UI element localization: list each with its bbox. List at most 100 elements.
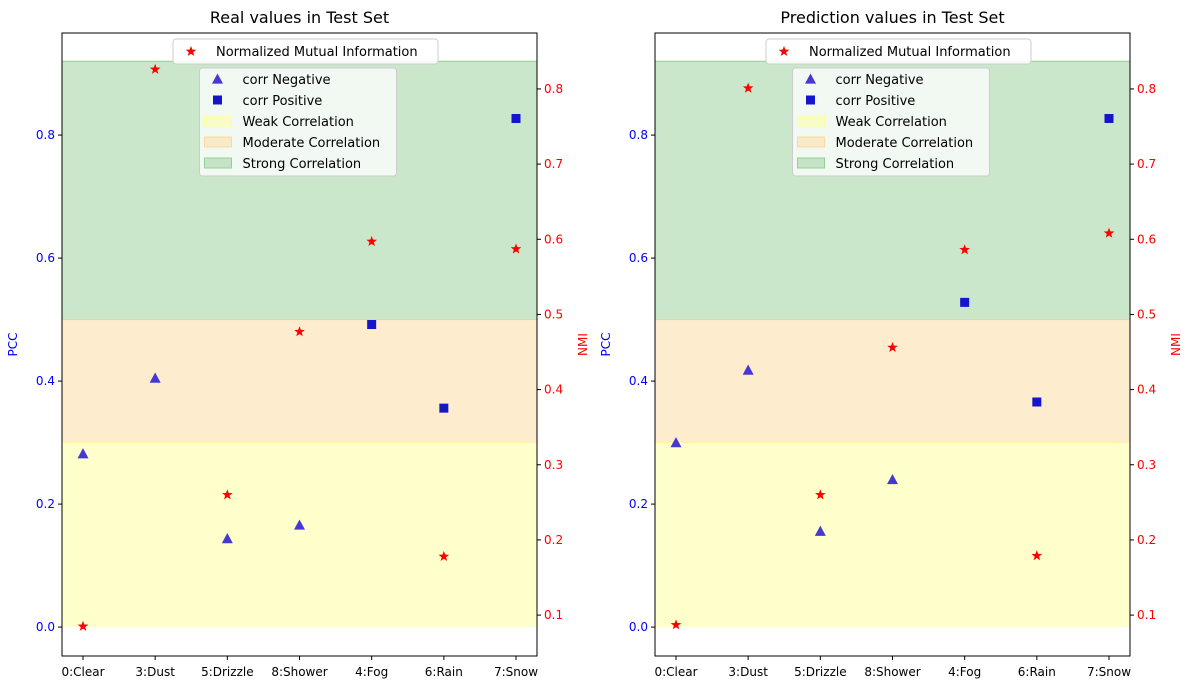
y2-tick-label: 0.1 [1137,608,1156,622]
legend-band-swatch [797,157,825,169]
legend-band-swatch [204,136,232,148]
y2-tick-label: 0.7 [544,157,563,171]
point-square [1032,397,1042,407]
point-star [294,326,305,337]
point-square [511,113,521,123]
y2-tick-label: 0.2 [544,533,563,547]
y-axis-label: PCC [599,333,613,357]
point-star [742,82,754,93]
point-star [222,489,233,500]
point-star [149,63,161,74]
x-tick-label: 6:Rain [1018,665,1056,679]
y2-tick-label: 0.5 [1137,307,1156,321]
point-triangle [742,364,754,375]
y2-tick-label: 0.7 [1137,157,1156,171]
legend-triangle-marker [212,73,223,84]
point-triangle [814,525,826,536]
point-triangle [221,533,233,544]
y-tick-label: 0.0 [36,620,55,634]
legend-band-swatch [797,136,825,148]
legend-band-swatch [797,115,825,127]
x-tick-label: 4:Fog [948,665,981,679]
y2-tick-label: 0.1 [544,608,563,622]
point-star [887,341,898,353]
legend-main [199,67,397,177]
legend-label: Strong Correlation [243,157,362,172]
legend-label: Strong Correlation [836,157,955,172]
x-tick-label: 3:Dust [135,665,175,679]
chart-panel-1: Real values in Test Set 0.0 0.2 0.4 0.6 0.8 0.… [6,8,590,679]
y2-tick-label: 0.8 [1137,82,1156,96]
legend-label: Normalized Mutual Information [216,45,418,60]
point-star [366,235,377,247]
x-tick-label: 5:Drizzle [201,665,254,679]
chart-title: Prediction values in Test Set [780,8,1004,27]
legend-square-marker [806,95,815,105]
y2-tick-label: 0.6 [544,232,563,246]
legend-triangle-marker [805,73,816,84]
point-star [1103,227,1115,238]
y2-tick-label: 0.2 [1137,533,1156,547]
legend-square-marker [213,95,222,105]
legend-star-marker [185,45,197,57]
point-star [815,489,826,500]
legend-band-swatch [204,157,232,169]
point-star [510,243,522,254]
y2-tick-label: 0.5 [544,307,563,321]
y2-tick-label: 0.8 [544,82,563,96]
legend-main [792,67,990,177]
legend-nmi [765,38,1032,65]
y-tick-label: 0.2 [36,497,55,511]
legend-nmi [172,38,439,65]
legend-label: corr Negative [836,73,924,88]
y-tick-label: 0.8 [629,128,648,142]
y2-axis-label: NMI [1169,333,1183,356]
band-moderate-correlation [62,319,537,443]
legend-label: corr Positive [836,94,916,109]
legend-label: Moderate Correlation [836,136,974,151]
x-tick-label: 4:Fog [355,665,388,679]
x-tick-label: 7:Snow [494,665,538,679]
band-weak-correlation [62,442,537,628]
y2-tick-label: 0.4 [1137,383,1156,397]
y2-tick-label: 0.3 [544,458,563,472]
x-tick-label: 7:Snow [1087,665,1131,679]
legend-label: Weak Correlation [836,115,947,130]
legend-label: Normalized Mutual Information [809,45,1011,60]
x-tick-label: 5:Drizzle [794,665,847,679]
point-square [960,297,970,307]
y-tick-label: 0.0 [629,620,648,634]
y2-axis-label: NMI [576,333,590,356]
legend-label: Weak Correlation [243,115,354,130]
x-tick-label: 0:Clear [61,665,104,679]
legend-label: corr Positive [243,94,323,109]
y-tick-label: 0.2 [629,497,648,511]
point-triangle [294,519,305,530]
y-tick-label: 0.6 [629,251,648,265]
y-tick-label: 0.4 [629,374,648,388]
band-moderate-correlation [655,319,1130,443]
point-triangle [887,473,898,485]
point-star [959,244,970,255]
point-square [367,320,377,330]
y2-tick-label: 0.4 [544,383,563,397]
y-tick-label: 0.8 [36,128,55,142]
point-triangle [149,372,161,383]
y2-tick-label: 0.3 [1137,458,1156,472]
point-triangle [77,448,89,459]
y-axis-label: PCC [6,333,20,357]
x-tick-label: 8:Shower [271,665,327,679]
point-triangle [670,437,682,448]
point-star [438,550,450,562]
legend-label: corr Negative [243,73,331,88]
point-star [670,619,682,630]
chart-panel-2: Prediction values in Test Set 0.0 0.2 0.4 0.… [599,8,1183,679]
x-tick-label: 3:Dust [728,665,768,679]
legend-star-marker [778,45,790,57]
x-tick-label: 8:Shower [864,665,920,679]
y-tick-label: 0.4 [36,374,55,388]
point-star [77,620,89,631]
legend-band-swatch [204,115,232,127]
point-square [1104,113,1114,123]
